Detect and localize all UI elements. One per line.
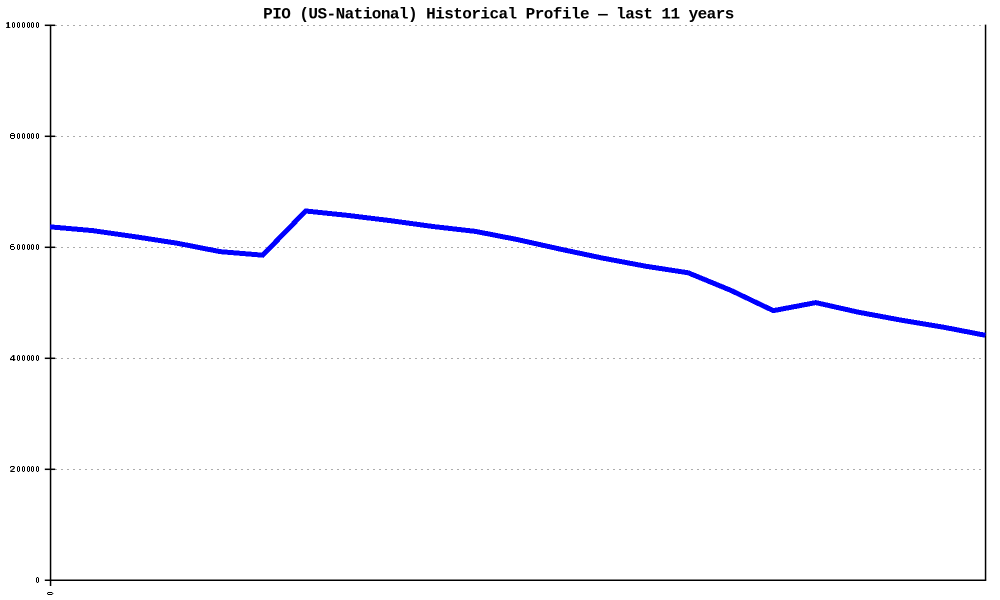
svg-text:PIO (US-National) Historical P: PIO (US-National) Historical Profile — l… bbox=[263, 6, 734, 24]
